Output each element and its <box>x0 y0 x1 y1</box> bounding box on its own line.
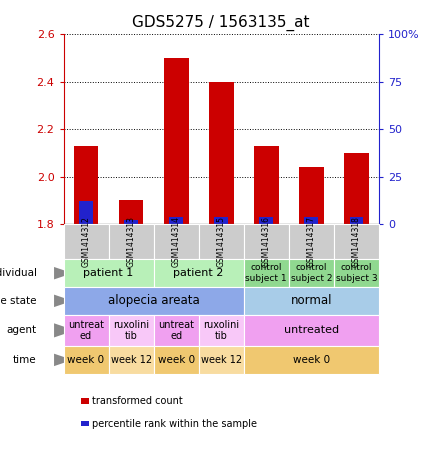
Bar <box>254 146 279 224</box>
Text: ruxolini
tib: ruxolini tib <box>113 319 149 341</box>
Text: GSM1414318: GSM1414318 <box>352 217 361 267</box>
Text: GSM1414316: GSM1414316 <box>262 216 271 267</box>
Text: alopecia areata: alopecia areata <box>108 294 199 307</box>
Bar <box>154 224 199 260</box>
Bar <box>64 315 109 346</box>
Bar <box>259 217 273 224</box>
Bar <box>154 260 244 287</box>
Bar <box>154 315 199 346</box>
Bar <box>350 217 363 224</box>
Text: GSM1414314: GSM1414314 <box>172 216 180 267</box>
Text: week 0: week 0 <box>293 355 330 365</box>
Text: week 0: week 0 <box>67 355 105 365</box>
Text: GSM1414315: GSM1414315 <box>217 216 226 267</box>
Bar <box>334 224 379 260</box>
Bar <box>244 346 379 374</box>
Bar <box>109 315 154 346</box>
Text: untreated: untreated <box>284 325 339 335</box>
Text: GSM1414312: GSM1414312 <box>81 217 91 267</box>
Polygon shape <box>54 267 72 280</box>
Polygon shape <box>54 294 72 307</box>
Text: ruxolini
tib: ruxolini tib <box>203 319 239 341</box>
Text: control
subject 3: control subject 3 <box>336 264 377 283</box>
Text: week 0: week 0 <box>158 355 195 365</box>
Text: percentile rank within the sample: percentile rank within the sample <box>92 419 257 429</box>
Bar <box>74 146 99 224</box>
Bar <box>170 217 183 224</box>
Bar <box>164 58 188 224</box>
Text: untreat
ed: untreat ed <box>158 319 194 341</box>
Bar <box>199 224 244 260</box>
Bar <box>154 346 199 374</box>
Bar <box>209 82 233 224</box>
Bar <box>109 224 154 260</box>
Text: agent: agent <box>7 325 37 335</box>
Bar <box>299 167 324 224</box>
Bar <box>289 224 334 260</box>
Bar <box>214 217 228 224</box>
Bar <box>344 153 369 224</box>
Text: time: time <box>13 355 37 365</box>
Bar <box>79 202 93 224</box>
Text: transformed count: transformed count <box>92 396 182 406</box>
Polygon shape <box>54 323 75 337</box>
Text: individual: individual <box>0 268 37 278</box>
Bar <box>244 315 379 346</box>
Bar <box>124 221 138 224</box>
Bar <box>64 287 244 315</box>
Bar <box>244 224 289 260</box>
Text: patient 1: patient 1 <box>83 268 134 278</box>
Bar <box>64 224 109 260</box>
Text: patient 2: patient 2 <box>173 268 224 278</box>
Bar <box>64 346 109 374</box>
Title: GDS5275 / 1563135_at: GDS5275 / 1563135_at <box>132 15 310 31</box>
Text: GSM1414313: GSM1414313 <box>127 216 136 267</box>
Text: untreat
ed: untreat ed <box>68 319 104 341</box>
Bar <box>304 217 318 224</box>
Bar <box>109 346 154 374</box>
Text: week 12: week 12 <box>201 355 242 365</box>
Bar <box>199 315 244 346</box>
Text: control
subject 1: control subject 1 <box>245 264 287 283</box>
Bar <box>64 260 154 287</box>
Bar <box>119 200 144 224</box>
Bar <box>199 346 244 374</box>
Text: GSM1414317: GSM1414317 <box>307 216 316 267</box>
Polygon shape <box>54 354 72 366</box>
Text: disease state: disease state <box>0 296 37 306</box>
Bar <box>244 260 289 287</box>
Text: week 12: week 12 <box>110 355 152 365</box>
Text: control
subject 2: control subject 2 <box>290 264 332 283</box>
Bar <box>244 287 379 315</box>
Bar <box>289 260 334 287</box>
Text: normal: normal <box>290 294 332 307</box>
Bar <box>334 260 379 287</box>
